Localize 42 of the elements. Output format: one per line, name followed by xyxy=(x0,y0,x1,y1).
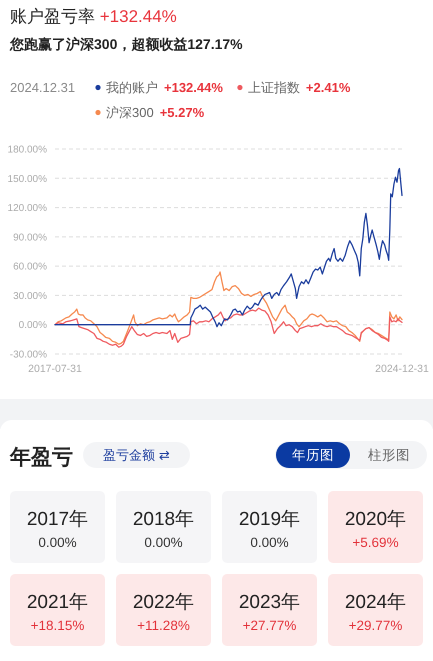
data-label: +18.15% xyxy=(30,618,84,633)
x-tick-label: 2017-07-31 xyxy=(28,363,82,375)
data-label: +5.69% xyxy=(352,535,399,550)
text: +2.41% xyxy=(306,80,351,95)
line-series xyxy=(54,168,403,328)
line-series xyxy=(54,271,403,345)
chart-title: 年盈亏 xyxy=(9,446,73,469)
data-label: 0.00% xyxy=(38,535,77,550)
annotation: 2017年 xyxy=(26,509,88,530)
text: +5.27% xyxy=(160,105,205,120)
annotation: 2019年 xyxy=(238,509,300,530)
chart-title: 账户盈亏率 +132.44% xyxy=(10,7,177,26)
legend-title: 2024.12.31 xyxy=(10,80,76,95)
text: 柱形图 xyxy=(368,448,410,462)
annotation: 2018年 xyxy=(132,509,194,530)
y-tick-label: -30.00% xyxy=(10,350,48,360)
y-tick-label: 180.00% xyxy=(8,144,48,156)
x-tick-label: 2024-12-31 xyxy=(375,363,430,375)
data-label: 0.00% xyxy=(250,535,289,550)
text: 年历图 xyxy=(292,448,334,462)
line-series xyxy=(54,307,403,348)
chart-subtitle: 您跑赢了沪深300，超额收益127.17% xyxy=(9,36,244,52)
legend-label: 沪深300 xyxy=(106,105,154,120)
annotation: 2021年 xyxy=(26,592,88,613)
data-label: +11.28% xyxy=(137,618,190,633)
legend-label: 我的账户 xyxy=(106,80,158,95)
data-label: +29.77% xyxy=(348,618,402,633)
text: 盈亏金额 ⇄ xyxy=(103,448,170,462)
data-label: +27.77% xyxy=(242,618,296,633)
y-tick-label: 30.00% xyxy=(13,290,48,302)
legend-label: 上证指数 xyxy=(248,80,300,95)
y-tick-label: 150.00% xyxy=(8,174,48,185)
text: +132.44% xyxy=(164,80,224,95)
y-tick-label: 120.00% xyxy=(8,203,48,214)
annotation: 2023年 xyxy=(238,592,300,613)
y-tick-label: 0.00% xyxy=(18,320,48,332)
annotation: 2020年 xyxy=(344,509,406,530)
y-tick-label: 60.00% xyxy=(13,262,48,273)
data-label: 0.00% xyxy=(144,535,183,550)
annotation: 2024年 xyxy=(344,592,406,613)
y-tick-label: 90.00% xyxy=(13,232,48,244)
annotation: 2022年 xyxy=(132,592,194,613)
